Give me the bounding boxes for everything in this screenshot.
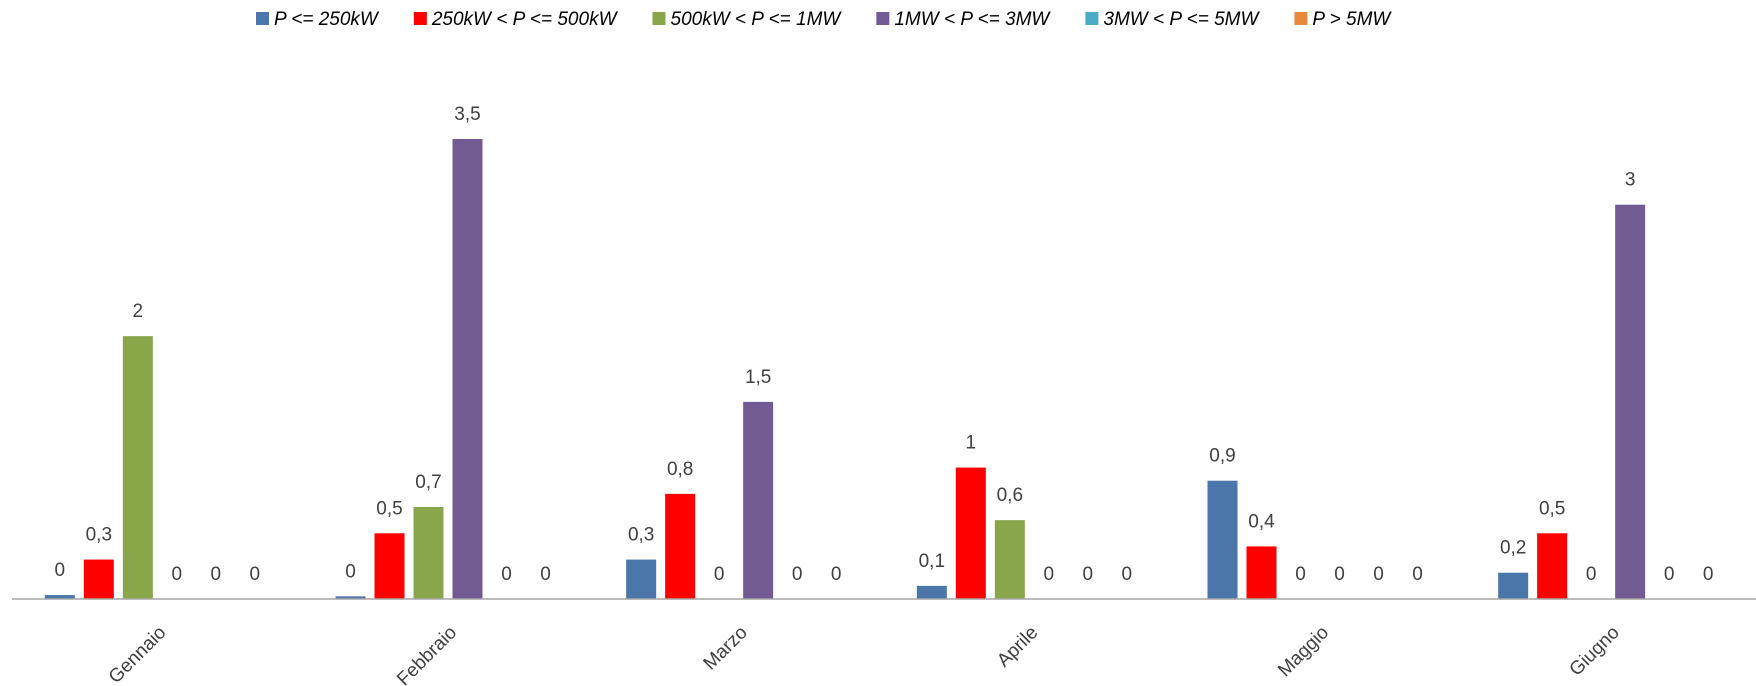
data-label: 1,5 <box>745 367 771 388</box>
x-tick-label: Aprile <box>993 622 1042 671</box>
data-label: 0 <box>1664 564 1675 585</box>
x-tick-label: Febbraio <box>393 622 461 686</box>
data-label: 0 <box>172 564 183 585</box>
bar <box>374 533 405 599</box>
data-label: 0 <box>831 564 842 585</box>
bar <box>1207 480 1238 599</box>
legend-swatch <box>876 12 890 25</box>
bar <box>626 559 657 599</box>
legend-label: 1MW < P <= 3MW <box>894 9 1051 30</box>
bar <box>916 585 947 599</box>
data-label: 0,5 <box>1539 498 1565 519</box>
data-label: 0,6 <box>997 485 1023 506</box>
legend-label: 500kW < P <= 1MW <box>671 9 843 30</box>
bar <box>1498 572 1529 599</box>
legend-swatch <box>256 12 269 25</box>
data-label: 0 <box>250 564 261 585</box>
bar <box>122 336 153 599</box>
legend-label: 3MW < P <= 5MW <box>1103 9 1260 30</box>
legend-swatch <box>1085 12 1099 25</box>
data-label: 2 <box>133 301 144 322</box>
bar <box>44 595 75 599</box>
x-tick-label: Giugno <box>1566 622 1624 680</box>
data-label: 0 <box>1412 564 1423 585</box>
bar <box>83 559 114 599</box>
x-tick-label: Gennaio <box>105 622 171 686</box>
data-label: 0,1 <box>919 551 945 572</box>
legend-swatch <box>652 12 666 25</box>
data-label: 0 <box>501 564 512 585</box>
data-label: 0,9 <box>1209 446 1235 467</box>
legend-label: P > 5MW <box>1312 9 1392 30</box>
bar <box>1537 533 1568 599</box>
data-label: 0 <box>1703 564 1714 585</box>
data-label: 0,3 <box>86 525 112 546</box>
data-label: 3,5 <box>454 104 480 125</box>
data-label: 0,3 <box>628 525 654 546</box>
data-label: 0 <box>540 564 551 585</box>
bar <box>452 139 483 599</box>
data-label: 0,5 <box>376 498 402 519</box>
legend-swatch <box>1294 12 1308 25</box>
data-label: 0 <box>55 560 66 581</box>
data-label: 0 <box>211 564 222 585</box>
data-label: 1 <box>966 433 977 454</box>
data-label: 0 <box>1295 564 1306 585</box>
bar <box>994 520 1025 599</box>
data-label: 0 <box>345 561 356 582</box>
data-label: 0,7 <box>415 472 441 493</box>
legend-label: 250kW < P <= 500kW <box>431 9 619 30</box>
data-label: 0 <box>792 564 803 585</box>
data-label: 0 <box>1334 564 1345 585</box>
x-tick-label: Maggio <box>1274 622 1333 681</box>
legend-swatch <box>413 12 427 25</box>
data-label: 0 <box>1373 564 1384 585</box>
data-label: 0,8 <box>667 459 693 480</box>
bar <box>665 493 696 599</box>
data-label: 0 <box>714 564 725 585</box>
data-label: 0,4 <box>1248 511 1275 532</box>
data-label: 0 <box>1122 564 1133 585</box>
data-label: 0 <box>1083 564 1094 585</box>
data-label: 0,2 <box>1500 538 1526 559</box>
bar <box>955 467 986 599</box>
data-label: 3 <box>1625 170 1636 191</box>
data-label: 0 <box>1586 564 1597 585</box>
data-label: 0 <box>1044 564 1055 585</box>
legend-label: P <= 250kW <box>274 9 380 30</box>
bar <box>1615 204 1646 599</box>
bar <box>413 507 444 599</box>
bar <box>335 596 366 599</box>
x-tick-label: Marzo <box>700 622 752 674</box>
bar <box>743 401 774 599</box>
bar <box>1246 546 1277 599</box>
